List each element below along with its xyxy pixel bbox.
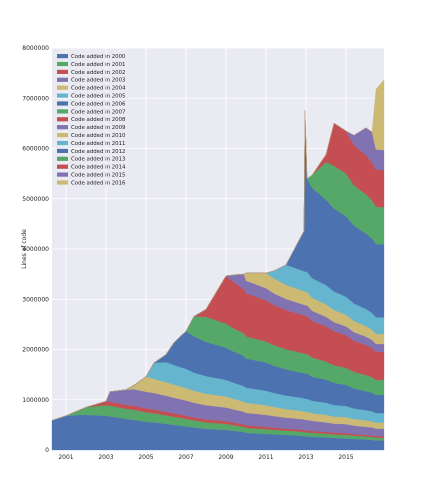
legend-label-10: Code added in 2009	[71, 125, 126, 131]
legend-label-6: Code added in 2005	[71, 94, 125, 100]
legend-swatch-15	[57, 164, 68, 169]
legend-swatch-17	[57, 180, 68, 185]
y-tick-label-7: 7000000	[22, 95, 49, 102]
legend-swatch-13	[57, 148, 68, 153]
legend-swatch-5	[57, 85, 68, 90]
grid-lines	[52, 47, 384, 451]
legend-label-11: Code added in 2010	[71, 133, 126, 139]
y-tick-label-4: 4000000	[22, 246, 49, 253]
legend-label-14: Code added in 2013	[71, 157, 125, 163]
legend-label-1: Code added in 2000	[71, 54, 126, 60]
y-tick-labels: 0 1000000 2000000 3000000 4000000 5000000 6000…	[22, 45, 49, 454]
legend-swatch-14	[57, 156, 68, 161]
y-tick-label-2: 2000000	[22, 347, 49, 354]
legend-swatch-6	[57, 93, 68, 98]
y-tick-label-3: 3000000	[22, 296, 49, 303]
legend-label-12: Code added in 2011	[71, 141, 125, 147]
x-tick-label-4: 2009	[218, 454, 233, 461]
legend-swatch-4	[57, 77, 68, 82]
legend-label-13: Code added in 2012	[71, 149, 125, 155]
y-tick-label-5: 5000000	[22, 196, 49, 203]
legend-label-5: Code added in 2004	[71, 86, 126, 92]
area-series-group	[51, 79, 385, 451]
legend-label-8: Code added in 2007	[71, 109, 125, 115]
x-tick-label-1: 2003	[98, 454, 113, 461]
x-tick-label-7: 2015	[338, 454, 353, 461]
legend-swatch-16	[57, 172, 68, 177]
legend-swatch-10	[57, 125, 68, 130]
legend-swatch-7	[57, 101, 68, 106]
x-tick-label-3: 2007	[178, 454, 193, 461]
legend-label-17: Code added in 2016	[71, 180, 126, 186]
legend-swatch-9	[57, 117, 68, 122]
y-tick-label-0: 0	[45, 447, 49, 454]
y-axis-label: Lines of code	[21, 229, 28, 269]
legend-label-9: Code added in 2008	[71, 117, 126, 123]
legend: Code added in 2000 Code added in 2001 Code…	[57, 54, 126, 186]
legend-label-15: Code added in 2014	[71, 165, 126, 171]
legend-swatch-11	[57, 133, 68, 138]
legend-label-2: Code added in 2001	[71, 62, 125, 68]
x-tick-labels: 2001 2003 2005 2007 2009 2011 2013 2015	[58, 454, 353, 461]
legend-swatch-8	[57, 109, 68, 114]
legend-label-4: Code added in 2003	[71, 78, 125, 84]
legend-label-7: Code added in 2006	[71, 101, 126, 107]
area-series-17	[51, 79, 385, 421]
legend-swatch-3	[57, 69, 68, 74]
legend-swatch-2	[57, 61, 68, 67]
legend-label-3: Code added in 2002	[71, 70, 125, 76]
legend-label-16: Code added in 2015	[71, 173, 125, 179]
x-tick-label-6: 2013	[298, 454, 313, 461]
x-tick-label-5: 2011	[258, 454, 273, 461]
y-tick-label-8: 8000000	[22, 45, 49, 52]
x-tick-label-0: 2001	[58, 454, 73, 461]
legend-swatch-12	[57, 140, 68, 146]
x-tick-label-2: 2005	[138, 454, 153, 461]
y-tick-label-1: 1000000	[22, 397, 49, 404]
y-tick-label-6: 6000000	[22, 146, 49, 153]
legend-swatch-1	[57, 54, 68, 59]
